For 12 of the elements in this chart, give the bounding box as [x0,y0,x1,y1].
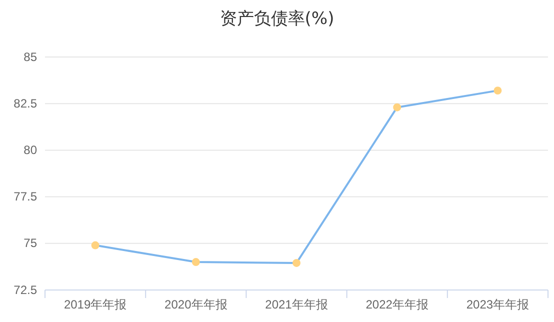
y-tick-label: 80 [24,143,38,158]
x-tick-label: 2021年年报 [265,298,328,312]
x-tick-label: 2020年年报 [164,298,228,312]
y-tick-label: 82.5 [14,96,38,110]
y-tick-label: 85 [24,50,38,64]
chart-title: 资产负债率(%) [220,9,334,29]
y-tick-label: 77.5 [14,190,38,204]
x-tick-label: 2023年年报 [466,298,530,312]
y-tick-label: 75 [24,236,38,250]
y-tick-label: 72.5 [14,282,38,297]
x-tick-label: 2022年年报 [366,298,428,312]
x-tick-label: 2019年年报 [64,298,127,312]
